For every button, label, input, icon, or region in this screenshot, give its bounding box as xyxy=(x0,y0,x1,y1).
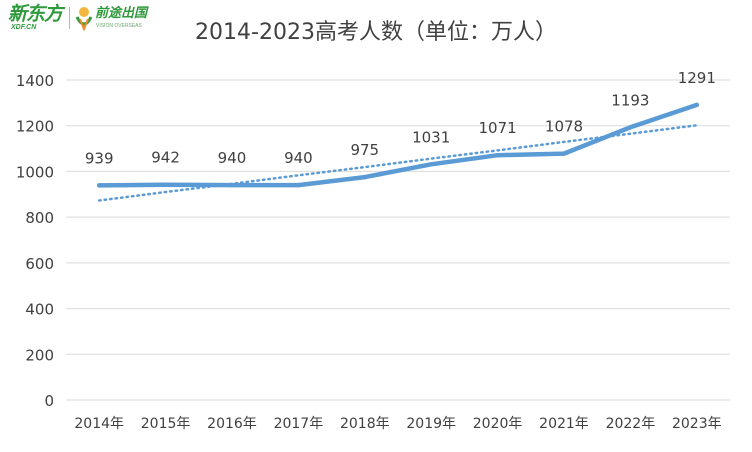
data-point xyxy=(163,182,168,187)
data-point xyxy=(628,125,633,130)
data-label: 1071 xyxy=(479,119,517,137)
y-tick-label: 1200 xyxy=(16,118,54,136)
vision-overseas-logo-en: VISION OVERSEAS xyxy=(96,23,142,29)
data-point xyxy=(429,162,434,167)
data-point xyxy=(362,174,367,180)
data-point xyxy=(694,102,699,108)
x-tick-label: 2018年 xyxy=(340,416,390,432)
y-tick-label: 0 xyxy=(44,392,54,410)
data-label: 939 xyxy=(85,149,114,167)
x-tick-label: 2022年 xyxy=(606,416,656,432)
data-label: 975 xyxy=(350,141,379,159)
y-tick-label: 800 xyxy=(25,209,54,227)
x-tick-label: 2019年 xyxy=(406,416,456,432)
vision-overseas-mark-icon xyxy=(75,7,93,31)
trendline-path xyxy=(97,124,699,202)
x-tick-label: 2016年 xyxy=(207,416,257,432)
x-tick-label: 2020年 xyxy=(473,416,523,432)
x-tick-label: 2021年 xyxy=(539,416,589,432)
y-tick-label: 1000 xyxy=(16,163,54,181)
data-label: 1031 xyxy=(412,128,450,146)
y-axis-ticks: 0 200 400 600 800 1000 1200 1400 xyxy=(16,72,54,410)
y-tick-label: 1400 xyxy=(16,72,54,90)
data-point xyxy=(296,182,301,188)
data-label: 940 xyxy=(218,149,247,167)
x-tick-label: 2023年 xyxy=(672,416,722,432)
chart-title: 2014-2023高考人数（单位：万人） xyxy=(195,20,557,45)
x-tick-label: 2017年 xyxy=(274,416,324,432)
xdf-logo-domain: XDF.CN xyxy=(11,24,37,31)
series-line xyxy=(96,102,700,188)
data-point xyxy=(495,153,500,158)
data-point xyxy=(229,182,235,188)
y-tick-label: 400 xyxy=(25,301,54,319)
x-axis-ticks: 2014年 2015年 2016年 2017年 2018年 2019年 2020年 2021年… xyxy=(74,416,721,432)
data-label: 1291 xyxy=(678,69,716,87)
data-label: 940 xyxy=(284,149,313,167)
data-label: 1078 xyxy=(545,118,583,136)
y-tick-label: 200 xyxy=(25,346,54,364)
vision-overseas-logo: 前途出国 VISION OVERSEAS xyxy=(74,5,154,35)
data-point xyxy=(97,183,102,188)
data-label: 1193 xyxy=(611,91,649,109)
x-tick-label: 2014年 xyxy=(74,416,124,432)
y-tick-label: 600 xyxy=(25,255,54,273)
x-tick-label: 2015年 xyxy=(141,416,191,432)
logo-divider xyxy=(69,7,70,29)
data-label: 942 xyxy=(151,149,180,167)
series xyxy=(96,102,700,188)
trendline xyxy=(97,124,699,202)
data-point xyxy=(561,151,567,156)
xdf-logo: 新东方 XDF.CN xyxy=(8,4,66,34)
xdf-logo-name: 新东方 xyxy=(8,3,63,25)
data-labels: 939 942 940 940 975 1031 1071 1078 1193 1291 xyxy=(85,69,716,167)
vision-overseas-logo-name: 前途出国 xyxy=(95,6,148,21)
